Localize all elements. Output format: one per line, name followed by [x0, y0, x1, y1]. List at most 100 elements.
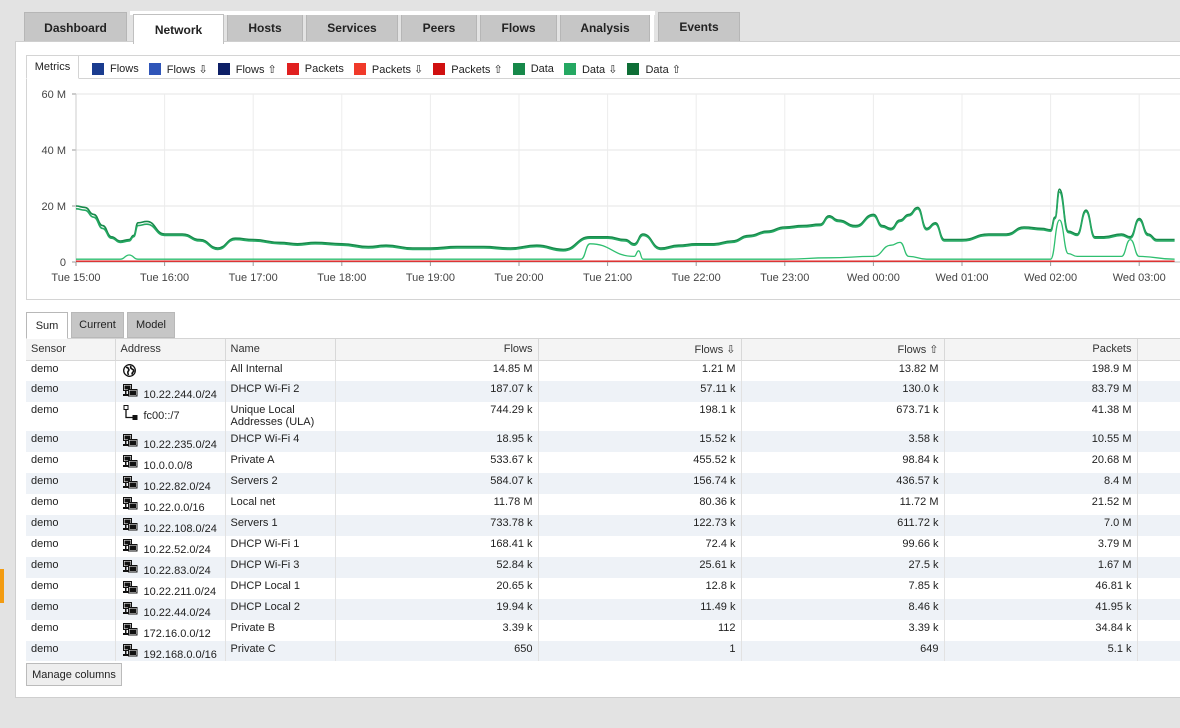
table-row[interactable]: demo 10.22.82.0/24 Servers 2 584.07 k 156.74… — [26, 473, 1180, 494]
cell-address[interactable]: 10.22.82.0/24 — [115, 473, 226, 494]
legend-item[interactable]: Flows ⇩ — [148, 63, 208, 76]
cell-name[interactable]: Local net — [225, 494, 336, 515]
tab-peers[interactable]: Peers — [401, 12, 477, 42]
cell-sensor: demo — [26, 557, 116, 578]
legend-label: Data — [530, 63, 554, 75]
cell-name[interactable]: Private C — [225, 641, 336, 661]
subtab-sum[interactable]: Sum — [26, 312, 68, 339]
table-row[interactable]: demo 10.22.235.0/24 DHCP Wi-Fi 4 18.95 k 15.… — [26, 431, 1180, 452]
cell-flows-out: 13.82 M — [741, 360, 945, 381]
legend-item[interactable]: Data ⇧ — [627, 63, 681, 76]
cell-sensor: demo — [26, 381, 116, 402]
legend-item[interactable]: Packets — [286, 63, 344, 75]
tab-network[interactable]: Network — [133, 14, 224, 44]
cell-extra — [1137, 452, 1180, 473]
address-text: 10.22.82.0/24 — [143, 481, 211, 493]
network-metrics-chart[interactable]: 60 M 40 M 20 M 0 Tue 15:00 Tue 16:00 Tue 17:00… — [26, 80, 1180, 298]
cell-address[interactable]: 10.0.0.0/8 — [115, 452, 226, 473]
table-row[interactable]: demo 10.22.244.0/24 DHCP Wi-Fi 2 187.07 k 57… — [26, 381, 1180, 402]
legend-item[interactable]: Packets ⇩ — [353, 63, 423, 76]
table-row[interactable]: demo 10.22.108.0/24 Servers 1 733.78 k 122.7… — [26, 515, 1180, 536]
network-icon — [122, 602, 138, 619]
legend-swatch — [512, 63, 525, 75]
cell-sensor: demo — [26, 494, 116, 515]
cell-address[interactable]: 10.22.44.0/24 — [115, 599, 226, 620]
table-row[interactable]: demo 10.22.83.0/24 DHCP Wi-Fi 3 52.84 k 25.6… — [26, 557, 1180, 578]
cell-name[interactable]: DHCP Wi-Fi 1 — [225, 536, 336, 557]
tab-metrics[interactable]: Metrics — [26, 55, 79, 79]
cell-name[interactable]: DHCP Local 2 — [225, 599, 336, 620]
cell-name[interactable]: DHCP Wi-Fi 2 — [225, 381, 336, 402]
chart-y-tick-label: 60 M — [42, 89, 66, 101]
legend-label: Data ⇩ — [581, 63, 618, 76]
column-header-flows-in[interactable]: Flows ⇩ — [538, 339, 742, 361]
cell-flows: 19.94 k — [335, 599, 539, 620]
subtab-model[interactable]: Model — [127, 312, 175, 338]
tab-hosts[interactable]: Hosts — [227, 12, 303, 42]
cell-address[interactable]: 10.22.211.0/24 — [115, 578, 226, 599]
cell-address[interactable]: 10.22.0.0/16 — [115, 494, 226, 515]
cell-name[interactable]: DHCP Wi-Fi 4 — [225, 431, 336, 452]
cell-flows-out: 99.66 k — [741, 536, 945, 557]
cell-name[interactable]: DHCP Local 1 — [225, 578, 336, 599]
address-text: 10.0.0.0/8 — [143, 460, 193, 472]
network-icon — [122, 623, 138, 640]
column-header-address[interactable]: Address — [115, 339, 226, 361]
cell-name[interactable]: Unique Local Addresses (ULA) — [225, 402, 336, 431]
table-row[interactable]: demo All Internal 14.85 M 1.21 M 13.82 M 198.… — [26, 360, 1180, 381]
chart-legend: Flows Flows ⇩ Flows ⇧ Packets Packets ⇩ Packe… — [92, 61, 691, 77]
network-icon — [122, 384, 138, 401]
table-row[interactable]: demo 10.22.44.0/24 DHCP Local 2 19.94 k 11.4… — [26, 599, 1180, 620]
table-header-row: Sensor Address Name Flows Flows ⇩ Flows … — [26, 339, 1180, 361]
cell-extra — [1137, 557, 1180, 578]
tab-services[interactable]: Services — [306, 12, 398, 42]
cell-name[interactable]: Servers 2 — [225, 473, 336, 494]
cell-name[interactable]: Private B — [225, 620, 336, 641]
cell-flows: 584.07 k — [335, 473, 539, 494]
cell-address[interactable]: 10.22.244.0/24 — [115, 381, 226, 402]
legend-item[interactable]: Data ⇩ — [563, 63, 618, 76]
table-row[interactable]: demo fc00::/7 Unique Local Addresses (ULA)… — [26, 402, 1180, 431]
table-row[interactable]: demo 172.16.0.0/12 Private B 3.39 k 112 3.39 … — [26, 620, 1180, 641]
cell-flows-in: 72.4 k — [538, 536, 742, 557]
cell-address[interactable]: 172.16.0.0/12 — [115, 620, 226, 641]
table-row[interactable]: demo 192.168.0.0/16 Private C 650 1 649 5.1 k — [26, 641, 1180, 661]
tab-flows[interactable]: Flows — [480, 12, 557, 42]
tab-analysis[interactable]: Analysis — [560, 12, 650, 42]
cell-address[interactable]: 10.22.52.0/24 — [115, 536, 226, 557]
table-row[interactable]: demo 10.22.211.0/24 DHCP Local 1 20.65 k 12.… — [26, 578, 1180, 599]
cell-name[interactable]: Private A — [225, 452, 336, 473]
legend-item[interactable]: Data — [512, 63, 554, 75]
address-text: 172.16.0.0/12 — [143, 628, 211, 640]
cell-name[interactable]: All Internal — [225, 360, 336, 381]
tab-events[interactable]: Events — [658, 12, 740, 41]
legend-item[interactable]: Flows — [92, 63, 139, 75]
address-text: 10.22.52.0/24 — [143, 544, 211, 556]
cell-sensor: demo — [26, 620, 116, 641]
legend-item[interactable]: Flows ⇧ — [217, 63, 277, 76]
manage-columns-button[interactable]: Manage columns — [26, 663, 122, 686]
tab-dashboard[interactable]: Dashboard — [24, 12, 127, 42]
column-header-name[interactable]: Name — [225, 339, 336, 361]
cell-address[interactable]: 10.22.108.0/24 — [115, 515, 226, 536]
chart-x-tick-label: Tue 16:00 — [140, 272, 189, 284]
address-text: 10.22.83.0/24 — [143, 565, 211, 577]
cell-name[interactable]: Servers 1 — [225, 515, 336, 536]
cell-address[interactable]: 10.22.235.0/24 — [115, 431, 226, 452]
cell-address[interactable]: 192.168.0.0/16 — [115, 641, 226, 661]
cell-address[interactable]: fc00::/7 — [115, 402, 226, 431]
column-header-flows-out[interactable]: Flows ⇧ — [741, 339, 945, 361]
cell-address[interactable] — [115, 360, 226, 381]
column-header-packets[interactable]: Packets — [944, 339, 1138, 361]
legend-item[interactable]: Packets ⇧ — [433, 63, 503, 76]
subtab-current[interactable]: Current — [71, 312, 124, 338]
column-header-sensor[interactable]: Sensor — [26, 339, 116, 361]
column-header-flows[interactable]: Flows — [335, 339, 539, 361]
cell-packets: 21.52 M — [944, 494, 1138, 515]
cell-address[interactable]: 10.22.83.0/24 — [115, 557, 226, 578]
cell-flows-out: 673.71 k — [741, 402, 945, 431]
table-row[interactable]: demo 10.22.52.0/24 DHCP Wi-Fi 1 168.41 k 72.… — [26, 536, 1180, 557]
cell-name[interactable]: DHCP Wi-Fi 3 — [225, 557, 336, 578]
